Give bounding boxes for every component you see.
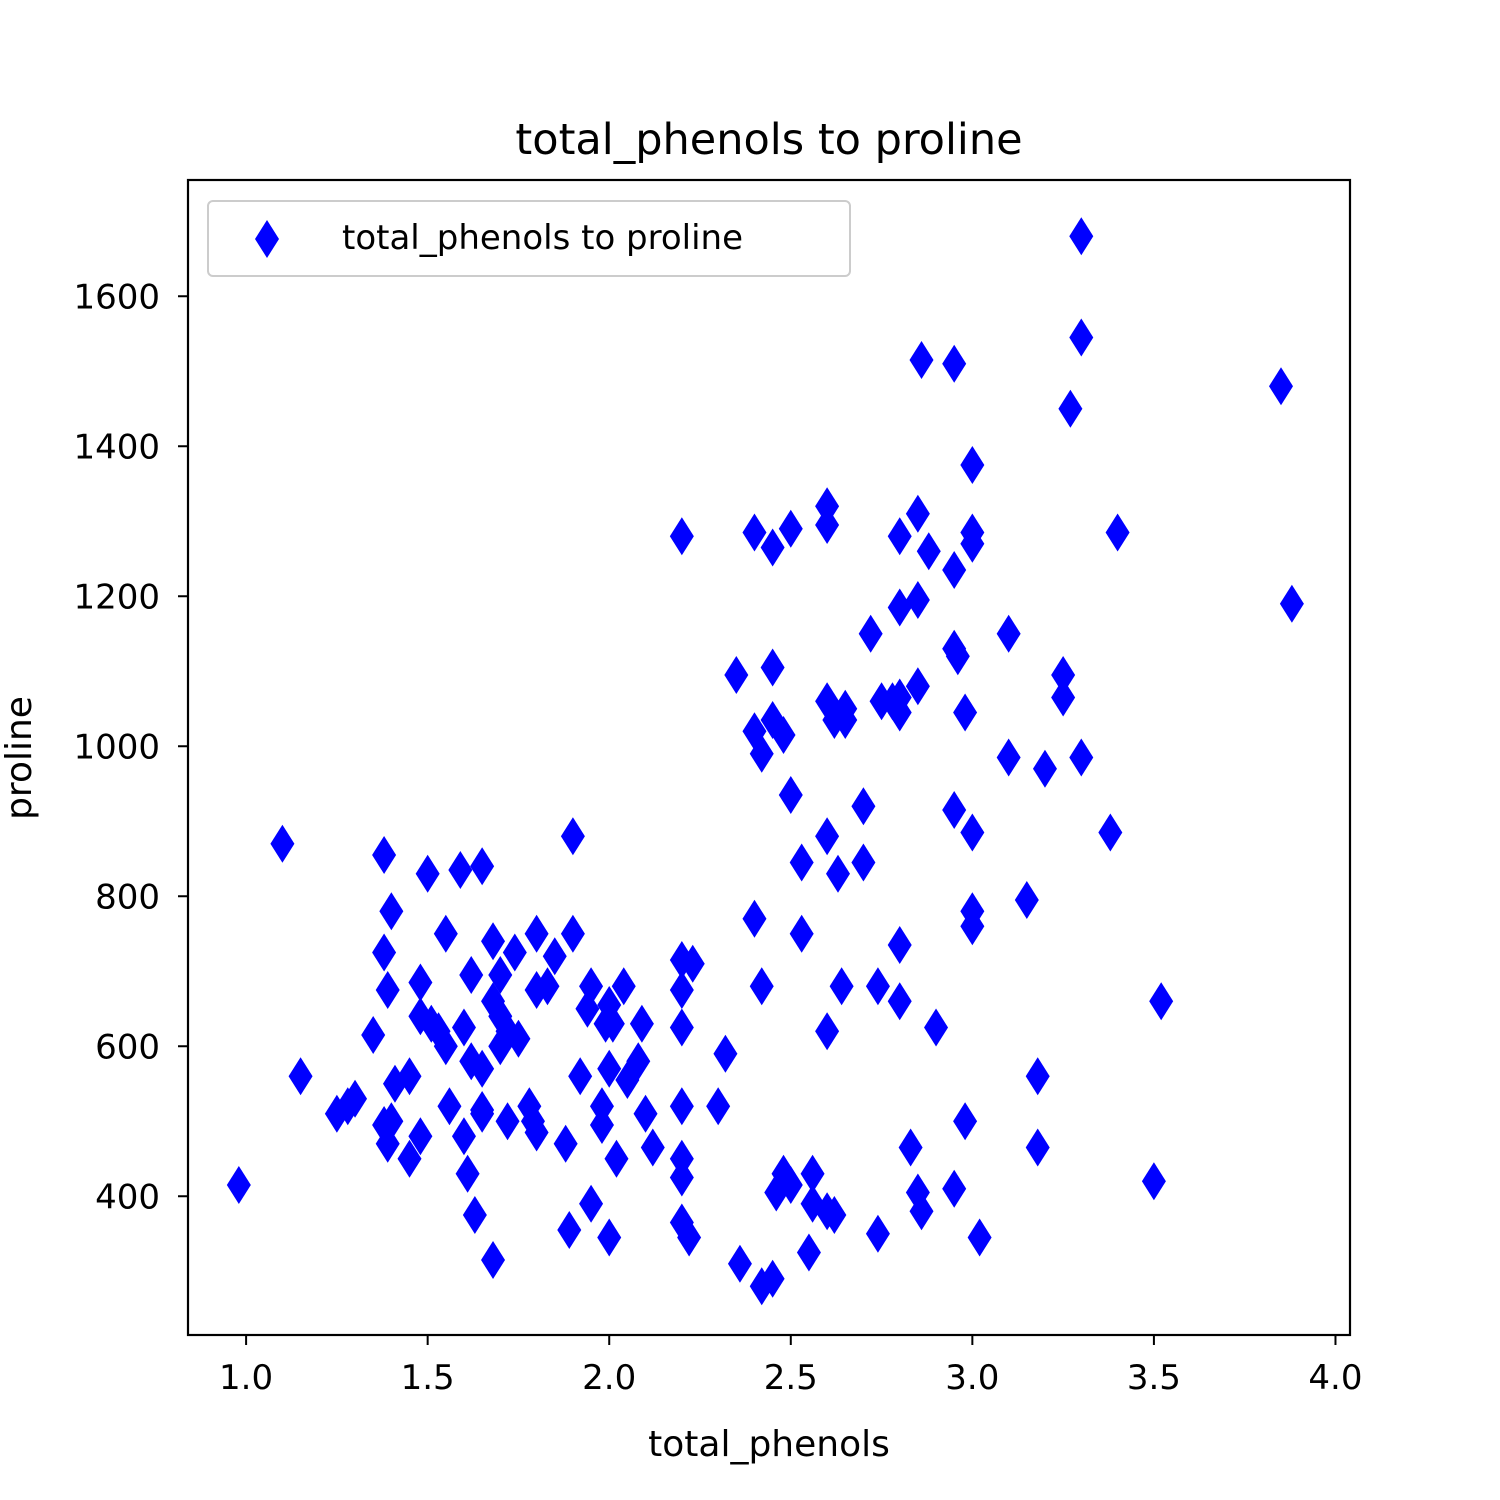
x-tick-label: 1.0 <box>219 1358 273 1398</box>
y-axis-title: proline <box>0 696 40 820</box>
x-tick-label: 4.0 <box>1308 1358 1362 1398</box>
y-tick-label: 400 <box>95 1177 160 1217</box>
x-tick-label: 3.5 <box>1127 1358 1181 1398</box>
y-tick-label: 1200 <box>73 577 160 617</box>
x-tick-label: 1.5 <box>401 1358 455 1398</box>
x-tick-label: 2.0 <box>582 1358 636 1398</box>
legend-label: total_phenols to proline <box>342 218 743 258</box>
x-tick-label: 3.0 <box>945 1358 999 1398</box>
legend: total_phenols to proline <box>208 201 850 276</box>
x-axis-title: total_phenols <box>648 1424 890 1465</box>
y-tick-label: 1400 <box>73 427 160 467</box>
x-tick-label: 2.5 <box>764 1358 818 1398</box>
chart-title: total_phenols to proline <box>515 115 1022 165</box>
y-tick-label: 600 <box>95 1027 160 1067</box>
y-tick-label: 1600 <box>73 277 160 317</box>
y-tick-label: 1000 <box>73 727 160 767</box>
y-tick-label: 800 <box>95 877 160 917</box>
